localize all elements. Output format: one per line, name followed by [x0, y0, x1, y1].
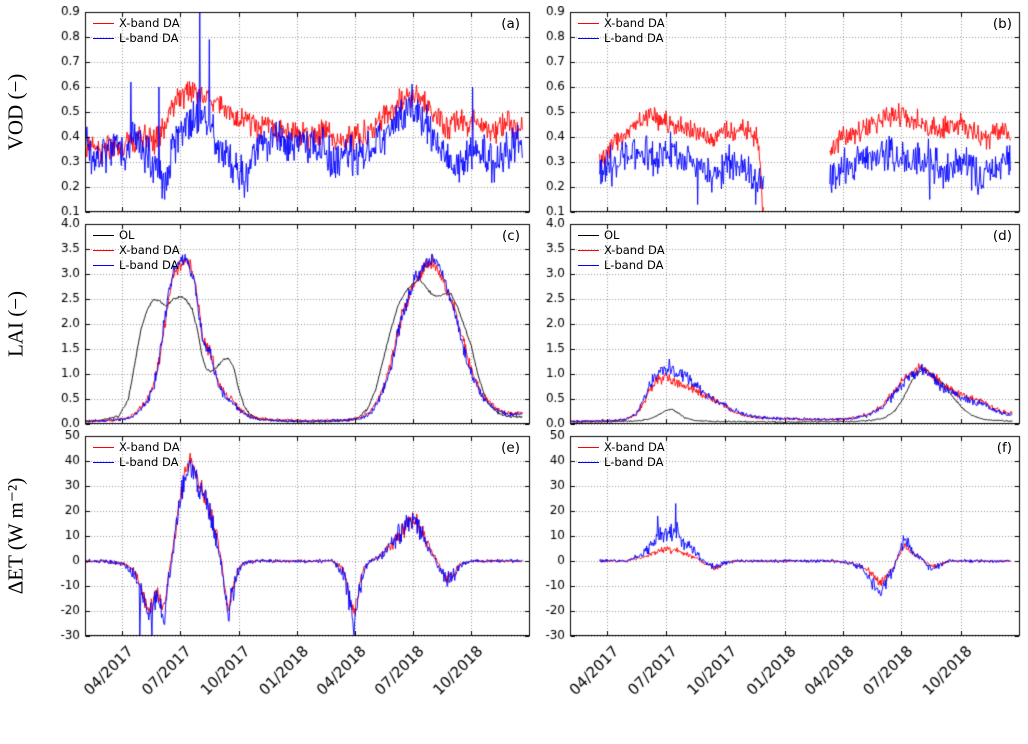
- y-axis-label-vod: VOD (−): [3, 73, 28, 151]
- legend-label: L-band DA: [119, 258, 179, 272]
- panel-d-canvas: [536, 218, 1028, 430]
- legend-label: L-band DA: [604, 455, 664, 469]
- panel-b-legend: X-band DA L-band DA: [578, 16, 665, 45]
- legend-line-sample: [93, 264, 114, 266]
- legend-item: X-band DA: [93, 243, 180, 257]
- panel-c-letter: (c): [502, 228, 520, 244]
- panel-c: (c) OL X-band DA L-band DA: [28, 218, 536, 430]
- panel-d-legend: OL X-band DA L-band DA: [578, 228, 665, 272]
- legend-item: L-band DA: [578, 258, 665, 272]
- legend-line-sample: [578, 234, 599, 236]
- legend-line-sample: [578, 264, 599, 266]
- legend-item: X-band DA: [93, 16, 180, 30]
- legend-item: X-band DA: [578, 440, 665, 454]
- legend-line-sample: [93, 249, 114, 251]
- legend-item: X-band DA: [578, 243, 665, 257]
- legend-label: X-band DA: [604, 16, 665, 30]
- legend-line-sample: [578, 37, 599, 39]
- legend-line-sample: [93, 22, 114, 24]
- legend-line-sample: [578, 22, 599, 24]
- legend-label: L-band DA: [119, 455, 179, 469]
- legend-item: X-band DA: [93, 440, 180, 454]
- legend-label: L-band DA: [604, 258, 664, 272]
- panel-f: (f) X-band DA L-band DA: [536, 430, 1028, 740]
- panel-f-canvas: [536, 430, 1028, 740]
- legend-label: OL: [604, 228, 620, 242]
- panel-a-letter: (a): [501, 16, 520, 32]
- legend-line-sample: [93, 37, 114, 39]
- panel-grid: (a) X-band DA L-band DA (b) X-band DA L-ba…: [28, 6, 1028, 740]
- panel-e-canvas: [28, 430, 536, 740]
- y-axis-label-det: ΔET (W m⁻²): [3, 477, 28, 595]
- legend-item: L-band DA: [93, 258, 180, 272]
- legend-line-sample: [578, 249, 599, 251]
- panel-b-letter: (b): [992, 16, 1012, 32]
- legend-item: L-band DA: [93, 455, 180, 469]
- legend-label: X-band DA: [119, 243, 180, 257]
- legend-label: OL: [119, 228, 135, 242]
- legend-line-sample: [578, 446, 599, 448]
- legend-item: OL: [93, 228, 180, 242]
- legend-label: X-band DA: [119, 16, 180, 30]
- panel-a-legend: X-band DA L-band DA: [93, 16, 180, 45]
- legend-item: L-band DA: [93, 31, 180, 45]
- panel-f-letter: (f): [996, 440, 1012, 456]
- panel-a-canvas: [28, 6, 536, 218]
- panel-a: (a) X-band DA L-band DA: [28, 6, 536, 218]
- panel-e-letter: (e): [501, 440, 520, 456]
- panel-e: (e) X-band DA L-band DA: [28, 430, 536, 740]
- panel-f-legend: X-band DA L-band DA: [578, 440, 665, 469]
- panel-c-canvas: [28, 218, 536, 430]
- legend-label: L-band DA: [604, 31, 664, 45]
- legend-line-sample: [93, 446, 114, 448]
- legend-label: X-band DA: [119, 440, 180, 454]
- legend-label: X-band DA: [604, 243, 665, 257]
- legend-item: X-band DA: [578, 16, 665, 30]
- legend-line-sample: [93, 234, 114, 236]
- y-axis-label-lai: LAI (−): [3, 290, 28, 358]
- panel-d: (d) OL X-band DA L-band DA: [536, 218, 1028, 430]
- legend-item: OL: [578, 228, 665, 242]
- legend-line-sample: [93, 461, 114, 463]
- legend-line-sample: [578, 461, 599, 463]
- legend-item: L-band DA: [578, 31, 665, 45]
- panel-e-legend: X-band DA L-band DA: [93, 440, 180, 469]
- panel-b-canvas: [536, 6, 1028, 218]
- panel-c-legend: OL X-band DA L-band DA: [93, 228, 180, 272]
- panel-d-letter: (d): [992, 228, 1012, 244]
- legend-label: L-band DA: [119, 31, 179, 45]
- legend-item: L-band DA: [578, 455, 665, 469]
- panel-b: (b) X-band DA L-band DA: [536, 6, 1028, 218]
- legend-label: X-band DA: [604, 440, 665, 454]
